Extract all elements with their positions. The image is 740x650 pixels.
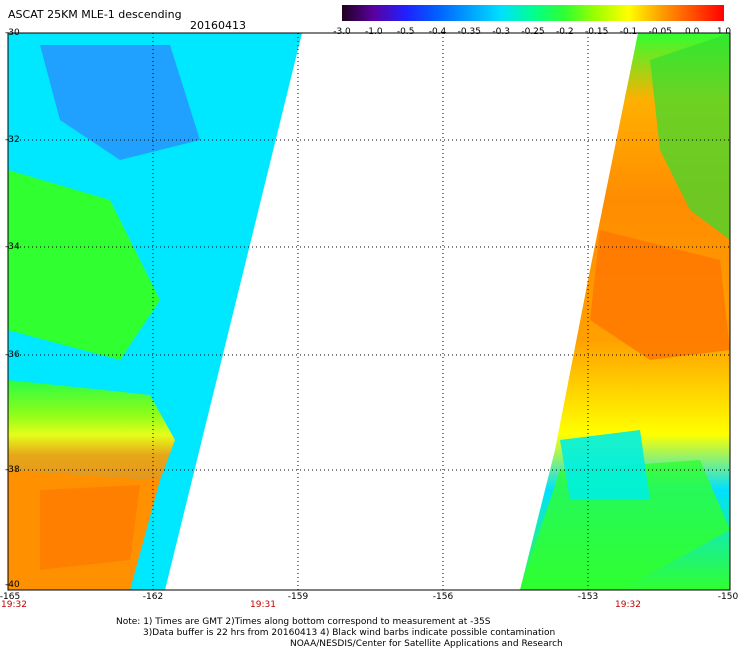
colorbar-tick-label: -0.25 <box>521 27 545 37</box>
note-line-2: 3)Data buffer is 22 hrs from 20160413 4)… <box>143 628 556 638</box>
colorbar-tick-label: 0.0 <box>684 27 700 37</box>
lon-label: -153 <box>577 592 599 602</box>
lat-label: -32 <box>5 135 20 145</box>
colorbar-tick-label: -0.3 <box>492 27 510 37</box>
colorbar-tick-label: -0.05 <box>648 27 672 37</box>
time-label: 19:31 <box>250 600 276 610</box>
note-line-3: NOAA/NESDIS/Center for Satellite Applica… <box>290 639 563 649</box>
gridlines <box>8 33 730 590</box>
colorbar-tick-label: -1.0 <box>365 27 383 37</box>
colorbar-tick-label: -0.15 <box>585 27 609 37</box>
swath-right <box>520 33 730 590</box>
colorbar-tick-label: -0.4 <box>428 27 447 37</box>
lon-label: -162 <box>142 592 164 602</box>
lat-label: -38 <box>5 465 20 475</box>
colorbar <box>342 5 724 21</box>
lat-label: -36 <box>5 350 20 360</box>
colorbar-tick-label: -3.0 <box>333 27 351 37</box>
colorbar-tick-label: -0.35 <box>457 27 481 37</box>
colorbar-tick-label: 1.0 <box>716 27 732 37</box>
swath-left <box>8 33 302 590</box>
colorbar-tick-label: -0.2 <box>556 27 574 37</box>
colorbar-tick-label: -0.1 <box>619 27 638 37</box>
lon-label: -159 <box>287 592 309 602</box>
plot-title: ASCAT 25KM MLE-1 descending <box>8 8 182 21</box>
lon-label: -150 <box>717 592 739 602</box>
lon-label: -165 <box>0 592 21 602</box>
time-label: 19:32 <box>1 600 27 610</box>
lat-label: -34 <box>5 242 20 252</box>
colorbar-tick-label: -0.5 <box>396 27 415 37</box>
lon-label: -156 <box>432 592 454 602</box>
note-line-1: Note: 1) Times are GMT 2)Times along bot… <box>116 617 491 627</box>
plot-date: 20160413 <box>190 19 246 32</box>
lat-label: -30 <box>5 28 20 38</box>
map-frame <box>7 32 731 591</box>
lat-label: -40 <box>5 580 20 590</box>
time-label: 19:32 <box>615 600 641 610</box>
